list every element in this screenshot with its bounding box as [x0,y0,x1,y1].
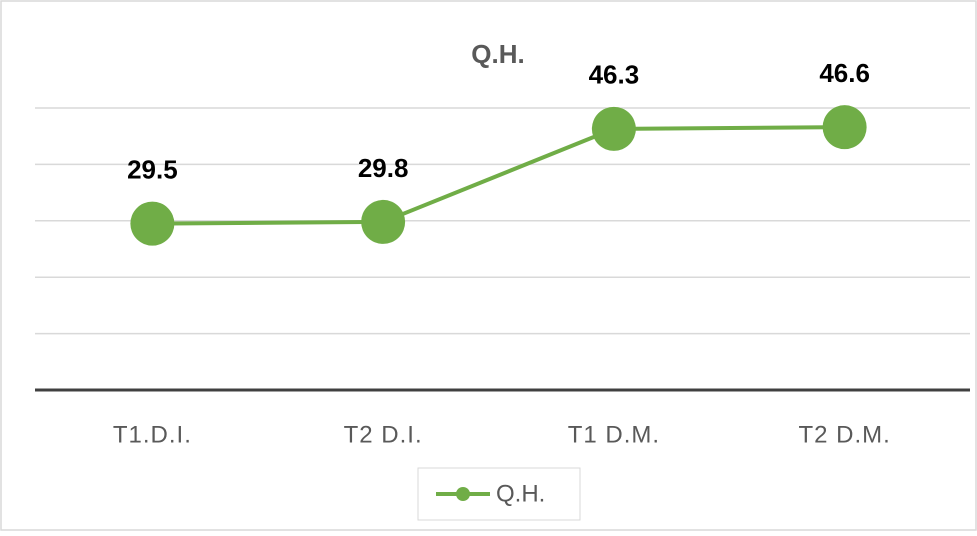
data-label: 46.6 [819,58,870,88]
data-point [822,105,867,150]
legend-label: Q.H. [496,480,545,507]
x-tick-label: T2 D.M. [798,421,890,448]
chart-title: Q.H. [471,39,524,69]
data-point [591,106,636,151]
data-point [361,199,406,244]
x-tick-label: T2 D.I. [344,421,423,448]
x-tick-label: T1.D.I. [113,421,192,448]
legend-marker [456,487,470,501]
x-tick-label: T1 D.M. [568,421,660,448]
data-label: 46.3 [589,60,640,90]
series-line [152,125,845,226]
data-point [130,201,175,246]
data-label: 29.8 [358,153,409,183]
data-label: 29.5 [127,154,178,184]
